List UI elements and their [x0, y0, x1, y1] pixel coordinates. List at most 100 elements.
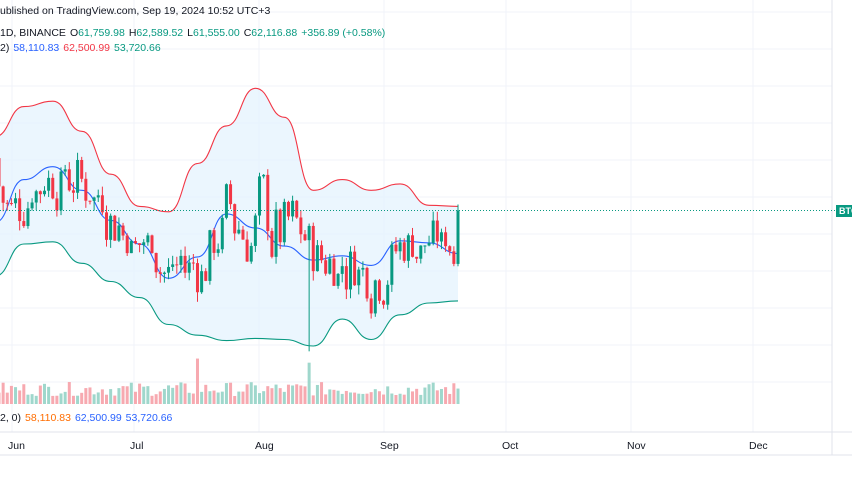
symbol-interval: 1D, BINANCE	[0, 27, 66, 39]
volume-bar	[328, 389, 332, 404]
candle-body	[22, 221, 26, 227]
bb-lower-value: 53,720.66	[114, 42, 161, 54]
candle-body	[55, 198, 59, 211]
candle-body	[100, 195, 104, 213]
candle-body	[253, 215, 257, 246]
volume-bar	[291, 385, 295, 404]
candle-body	[105, 212, 109, 240]
bb-legend: 2) 58,110.83 62,500.99 53,720.66	[0, 42, 165, 54]
candle-body	[30, 202, 34, 209]
candle-body	[233, 204, 237, 234]
candle-body	[241, 229, 245, 240]
volume-bar	[394, 395, 398, 404]
candle-body	[162, 272, 166, 274]
volume-bar	[266, 386, 270, 404]
candle-body	[369, 298, 373, 314]
volume-bar	[109, 389, 113, 404]
bb2-basis-value: 58,110.83	[25, 412, 71, 424]
candle-body	[266, 174, 270, 232]
candle-body	[282, 201, 286, 243]
candle-body	[444, 232, 448, 247]
volume-bar	[220, 391, 224, 404]
volume-bar	[382, 394, 386, 404]
candle-body	[419, 245, 423, 259]
x-tick-label: Aug	[255, 440, 274, 452]
volume-bar	[361, 393, 365, 404]
volume-bar	[373, 389, 377, 404]
volume-bar	[1, 382, 5, 404]
candle-body	[109, 215, 113, 240]
volume-bar	[67, 382, 71, 404]
candle-body	[303, 234, 307, 241]
volume-bar	[307, 362, 311, 404]
volume-bar	[47, 386, 51, 404]
volume-bar	[419, 394, 423, 404]
candle-body	[183, 255, 187, 273]
volume-bar	[171, 387, 175, 404]
candle-body	[291, 200, 295, 217]
bb-upper-value: 62,500.99	[63, 42, 110, 54]
volume-bar	[344, 390, 348, 404]
volume-bar	[456, 388, 460, 404]
volume-bar	[353, 392, 357, 404]
last-price-tag: BTC	[836, 204, 852, 217]
candle-body	[262, 174, 266, 177]
candle-body	[435, 220, 439, 242]
candle-body	[179, 255, 183, 265]
low-label: L	[187, 27, 193, 39]
candle-body	[270, 231, 274, 257]
volume-bar	[274, 384, 278, 404]
volume-bar	[320, 382, 324, 404]
candle-body	[117, 225, 121, 241]
volume-bar	[5, 392, 9, 404]
volume-bar	[348, 392, 352, 404]
volume-bar	[286, 384, 290, 404]
candle-body	[88, 200, 92, 202]
candle-body	[315, 245, 319, 272]
candle-body	[158, 272, 162, 274]
volume-bar	[253, 385, 257, 404]
candle-body	[212, 230, 216, 253]
volume-bar	[340, 393, 344, 404]
candle-body	[353, 251, 357, 286]
candle-body	[1, 186, 5, 203]
candle-body	[357, 269, 361, 286]
candle-body	[390, 244, 394, 285]
volume-bar	[439, 388, 443, 404]
volume-bar	[183, 383, 187, 404]
volume-bar	[51, 395, 55, 404]
candle-body	[5, 202, 9, 204]
candle-body	[18, 198, 22, 222]
candle-body	[406, 235, 410, 261]
volume-bar	[187, 392, 191, 404]
candle-body	[204, 271, 208, 281]
candle-body	[452, 251, 456, 264]
publish-line: ublished on TradingView.com, Sep 19, 202…	[0, 5, 274, 17]
volume-bar	[167, 385, 171, 404]
open-label: O	[69, 27, 79, 39]
candle-body	[51, 177, 55, 199]
high-value: 62,589.52	[136, 27, 184, 39]
candle-body	[382, 300, 386, 305]
candle-body	[14, 198, 18, 204]
candle-body	[216, 249, 220, 253]
candle-body	[456, 210, 460, 264]
volume-bar	[34, 395, 38, 404]
candle-body	[133, 241, 137, 244]
candle-body	[439, 232, 443, 242]
publish-text: ublished on TradingView.com, Sep 19, 202…	[0, 5, 271, 17]
candle-body	[307, 225, 311, 241]
candle-body	[402, 242, 406, 261]
volume-bar	[258, 393, 262, 404]
candle-body	[394, 244, 398, 252]
candle-body	[195, 263, 199, 293]
x-tick-label: Dec	[749, 440, 768, 452]
volume-bar	[129, 382, 133, 404]
volume-bar	[303, 386, 307, 404]
candle-body	[175, 264, 179, 266]
bb-basis-value: 58,110.83	[13, 42, 60, 54]
x-tick-label: Nov	[627, 440, 646, 452]
candle-body	[171, 264, 175, 267]
candle-body	[67, 169, 71, 191]
ohlc-line: 1D, BINANCE O61,759.98 H62,589.52 L61,555.0…	[0, 27, 389, 39]
